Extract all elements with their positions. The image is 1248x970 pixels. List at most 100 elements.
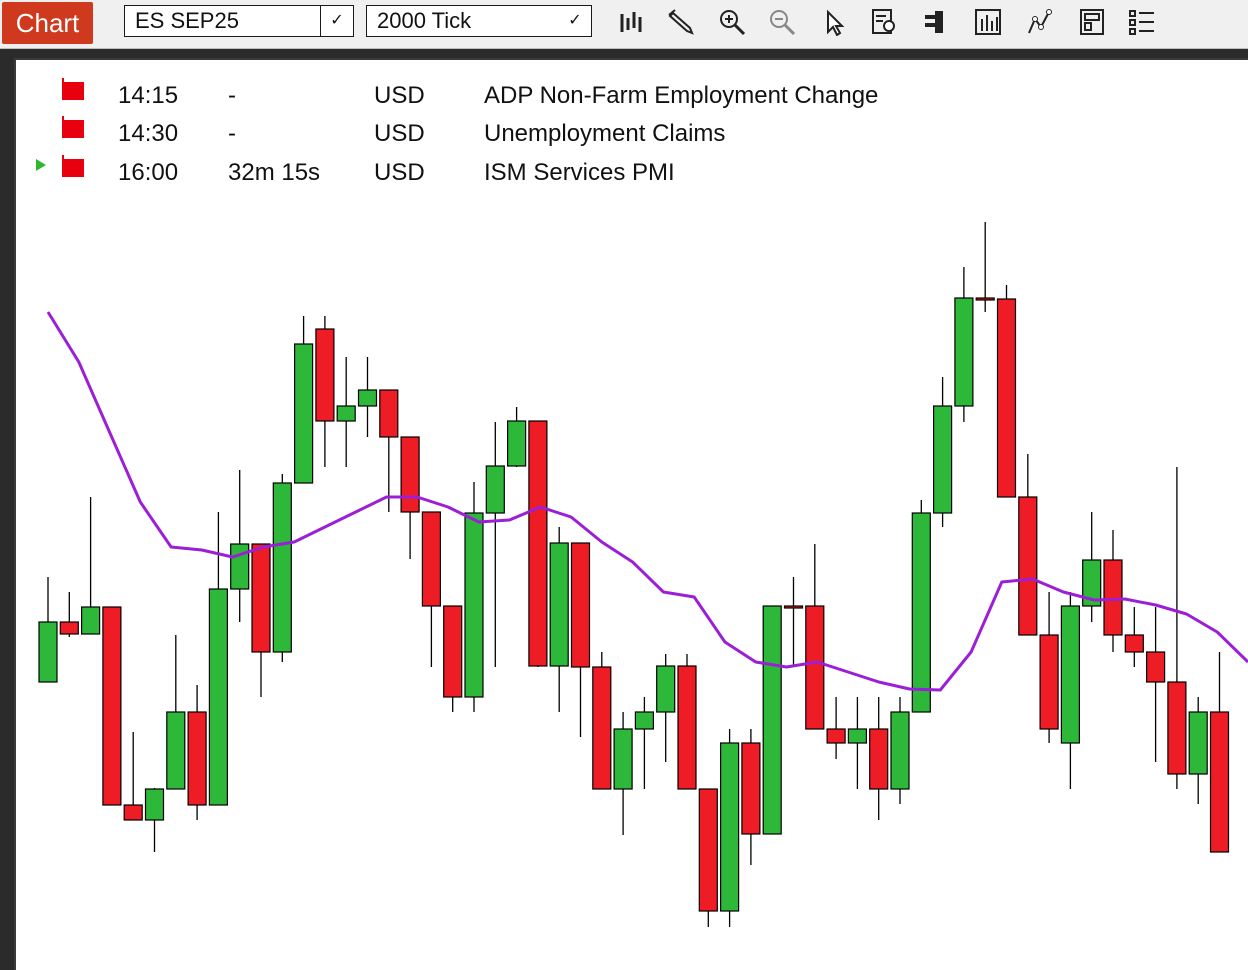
candle-body-down xyxy=(975,297,995,301)
candle xyxy=(1060,592,1081,789)
candle xyxy=(698,788,718,927)
candle xyxy=(230,470,250,622)
candle-body-down xyxy=(187,711,207,806)
strategy-icon[interactable] xyxy=(1024,6,1056,38)
bar-type-icon[interactable] xyxy=(614,6,646,38)
price-chart[interactable] xyxy=(16,60,1248,970)
candle xyxy=(549,527,569,712)
candle xyxy=(272,474,292,662)
chart-toolbar: Chart ES SEP25 ✓ 2000 Tick ✓ xyxy=(0,0,1248,49)
indicators-icon[interactable] xyxy=(972,6,1004,38)
candle-body-up xyxy=(1188,711,1208,775)
news-row[interactable]: 14:15 - USD ADP Non-Farm Employment Chan… xyxy=(16,78,1216,118)
chevron-down-icon: ✓ xyxy=(568,12,582,29)
chevron-down-icon: ✓ xyxy=(320,6,353,36)
candle xyxy=(890,697,910,804)
candle xyxy=(1039,592,1059,743)
candle xyxy=(996,285,1017,498)
news-row[interactable]: 16:00 32m 15s USD ISM Services PMI xyxy=(16,155,1216,195)
candle xyxy=(80,497,101,635)
candle-body-up xyxy=(1082,559,1102,607)
news-countdown: 32m 15s xyxy=(228,159,321,186)
candle-body-down xyxy=(805,605,825,730)
candle-body-up xyxy=(719,742,740,912)
candle-body-up xyxy=(166,711,186,790)
candle xyxy=(294,316,314,484)
candle-body-up xyxy=(1060,605,1081,744)
candle-body-up xyxy=(911,512,931,713)
candle-body-up xyxy=(549,542,569,667)
candle-body-up xyxy=(485,465,505,514)
candle-body-down xyxy=(251,543,271,653)
candle-body-up xyxy=(294,343,314,484)
candle-body-up xyxy=(208,588,228,806)
template-icon[interactable] xyxy=(1076,6,1108,38)
candle xyxy=(826,697,846,759)
bar-type-select[interactable]: 2000 Tick ✓ xyxy=(366,5,592,37)
properties-icon[interactable] xyxy=(920,6,952,38)
candle xyxy=(719,729,740,927)
candle xyxy=(59,592,79,637)
candle xyxy=(613,712,633,835)
candle xyxy=(187,685,207,820)
zoom-out-icon[interactable] xyxy=(766,6,798,38)
data-box-icon[interactable] xyxy=(868,6,900,38)
candle-body-up xyxy=(762,605,782,835)
candle-body-down xyxy=(698,788,718,912)
bar-type-value: 2000 Tick xyxy=(377,8,472,33)
candle xyxy=(783,577,804,665)
candle xyxy=(507,407,527,467)
candle xyxy=(1145,607,1166,762)
candle-body-down xyxy=(315,328,335,422)
candle-body-down xyxy=(570,542,591,668)
candle xyxy=(975,222,995,312)
candle-body-up xyxy=(507,420,527,467)
pointer-icon[interactable] xyxy=(818,6,850,38)
candle xyxy=(123,732,143,821)
candle-body-down xyxy=(400,436,420,513)
candle-body-down xyxy=(1039,634,1059,730)
candle xyxy=(208,512,228,806)
chart-tab[interactable]: Chart xyxy=(2,2,93,44)
news-currency: USD xyxy=(374,120,425,147)
candle-body-down xyxy=(677,665,697,790)
news-row[interactable]: 14:30 - USD Unemployment Claims xyxy=(16,116,1216,156)
candle-body-down xyxy=(1145,651,1166,683)
candle-body-down xyxy=(59,621,79,635)
candle-body-up xyxy=(336,405,356,422)
candle-body-up xyxy=(847,728,868,744)
news-time: 16:00 xyxy=(118,159,179,186)
chart-panel[interactable]: 14:15 - USD ADP Non-Farm Employment Chan… xyxy=(14,58,1248,970)
news-countdown: - xyxy=(228,82,236,109)
candle xyxy=(102,606,122,806)
candle xyxy=(677,654,697,790)
candle xyxy=(762,605,782,835)
candle xyxy=(1082,512,1102,622)
candle-body-up xyxy=(932,405,953,514)
news-currency: USD xyxy=(374,159,425,186)
candle xyxy=(336,357,356,467)
candle xyxy=(1124,607,1144,667)
news-countdown: - xyxy=(228,120,236,147)
list-icon[interactable] xyxy=(1126,6,1158,38)
zoom-in-icon[interactable] xyxy=(716,6,748,38)
news-event: ADP Non-Farm Employment Change xyxy=(484,82,879,109)
candle xyxy=(1188,697,1208,804)
candle xyxy=(443,605,463,712)
news-time: 14:30 xyxy=(118,120,179,147)
play-icon xyxy=(36,159,46,171)
red-flag-icon xyxy=(62,155,84,177)
candle xyxy=(805,544,825,730)
candle-body-up xyxy=(230,543,250,590)
instrument-select[interactable]: ES SEP25 ✓ xyxy=(124,5,354,37)
candle-body-down xyxy=(528,420,548,667)
candle xyxy=(38,577,58,683)
candle-body-down xyxy=(379,389,399,438)
candle xyxy=(421,511,441,667)
draw-pencil-icon[interactable] xyxy=(664,6,696,38)
candle xyxy=(251,543,271,697)
candle xyxy=(528,420,548,667)
candle-body-up xyxy=(464,512,484,698)
candle-body-up xyxy=(272,482,292,653)
candle xyxy=(570,542,591,737)
